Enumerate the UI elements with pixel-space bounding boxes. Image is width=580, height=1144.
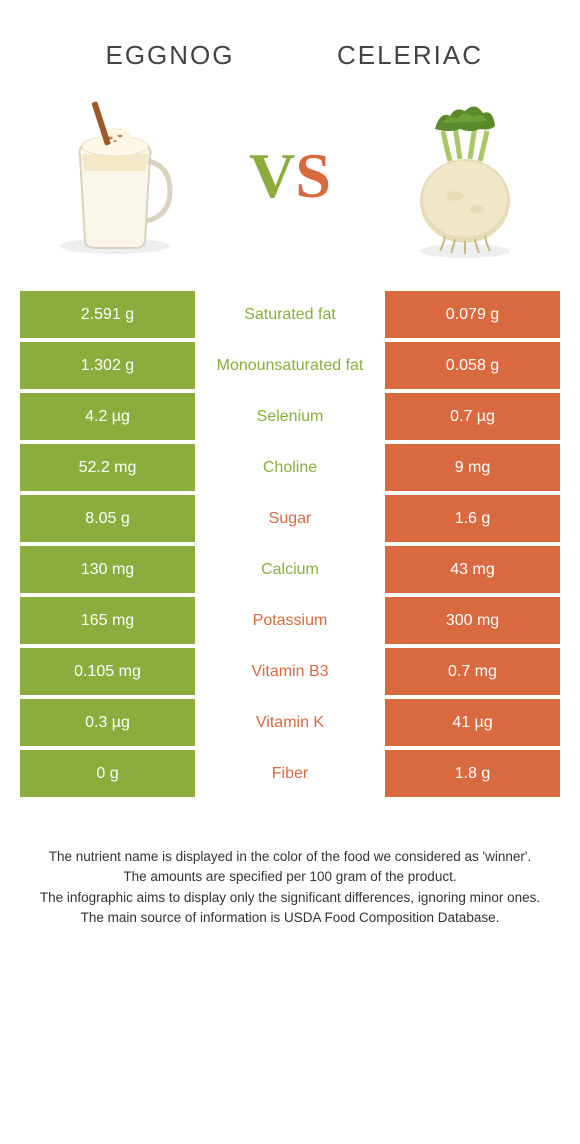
table-row: 0 gFiber1.8 g [20, 750, 560, 797]
celeriac-image [380, 91, 550, 261]
right-value-cell: 41 µg [385, 699, 560, 746]
table-row: 0.3 µgVitamin K41 µg [20, 699, 560, 746]
footer-line-4: The main source of information is USDA F… [30, 908, 550, 928]
eggnog-image [30, 91, 200, 261]
comparison-table: 2.591 gSaturated fat0.079 g1.302 gMonoun… [20, 291, 560, 797]
table-row: 2.591 gSaturated fat0.079 g [20, 291, 560, 338]
nutrient-label-cell: Vitamin B3 [195, 648, 385, 695]
left-value-cell: 52.2 mg [20, 444, 195, 491]
vs-s: S [295, 139, 331, 213]
table-row: 8.05 gSugar1.6 g [20, 495, 560, 542]
table-row: 130 mgCalcium43 mg [20, 546, 560, 593]
table-row: 52.2 mgCholine9 mg [20, 444, 560, 491]
right-value-cell: 300 mg [385, 597, 560, 644]
footer-notes: The nutrient name is displayed in the co… [30, 847, 550, 928]
left-value-cell: 165 mg [20, 597, 195, 644]
left-value-cell: 4.2 µg [20, 393, 195, 440]
footer-line-3: The infographic aims to display only the… [30, 888, 550, 908]
right-value-cell: 0.7 µg [385, 393, 560, 440]
left-value-cell: 0 g [20, 750, 195, 797]
vs-label: VS [249, 139, 331, 213]
footer-line-1: The nutrient name is displayed in the co… [30, 847, 550, 867]
celeriac-icon [395, 91, 535, 261]
table-row: 4.2 µgSelenium0.7 µg [20, 393, 560, 440]
nutrient-label-cell: Sugar [195, 495, 385, 542]
vs-v: V [249, 139, 295, 213]
nutrient-label-cell: Potassium [195, 597, 385, 644]
right-value-cell: 1.8 g [385, 750, 560, 797]
nutrient-label-cell: Saturated fat [195, 291, 385, 338]
right-value-cell: 0.058 g [385, 342, 560, 389]
nutrient-label-cell: Monounsaturated fat [195, 342, 385, 389]
right-value-cell: 0.7 mg [385, 648, 560, 695]
nutrient-label-cell: Fiber [195, 750, 385, 797]
table-row: 1.302 gMonounsaturated fat0.058 g [20, 342, 560, 389]
left-value-cell: 2.591 g [20, 291, 195, 338]
left-value-cell: 0.3 µg [20, 699, 195, 746]
left-value-cell: 8.05 g [20, 495, 195, 542]
left-value-cell: 0.105 mg [20, 648, 195, 695]
infographic-container: EGGNOG CELERIAC VS [0, 0, 580, 928]
left-value-cell: 130 mg [20, 546, 195, 593]
images-row: VS [0, 81, 580, 291]
left-value-cell: 1.302 g [20, 342, 195, 389]
eggnog-icon [40, 96, 190, 256]
table-row: 0.105 mgVitamin B30.7 mg [20, 648, 560, 695]
nutrient-label-cell: Selenium [195, 393, 385, 440]
right-value-cell: 9 mg [385, 444, 560, 491]
right-value-cell: 43 mg [385, 546, 560, 593]
table-row: 165 mgPotassium300 mg [20, 597, 560, 644]
right-value-cell: 1.6 g [385, 495, 560, 542]
right-food-title: CELERIAC [290, 40, 530, 71]
nutrient-label-cell: Calcium [195, 546, 385, 593]
right-value-cell: 0.079 g [385, 291, 560, 338]
nutrient-label-cell: Choline [195, 444, 385, 491]
footer-line-2: The amounts are specified per 100 gram o… [30, 867, 550, 887]
nutrient-label-cell: Vitamin K [195, 699, 385, 746]
left-food-title: EGGNOG [50, 40, 290, 71]
header-row: EGGNOG CELERIAC [0, 0, 580, 81]
